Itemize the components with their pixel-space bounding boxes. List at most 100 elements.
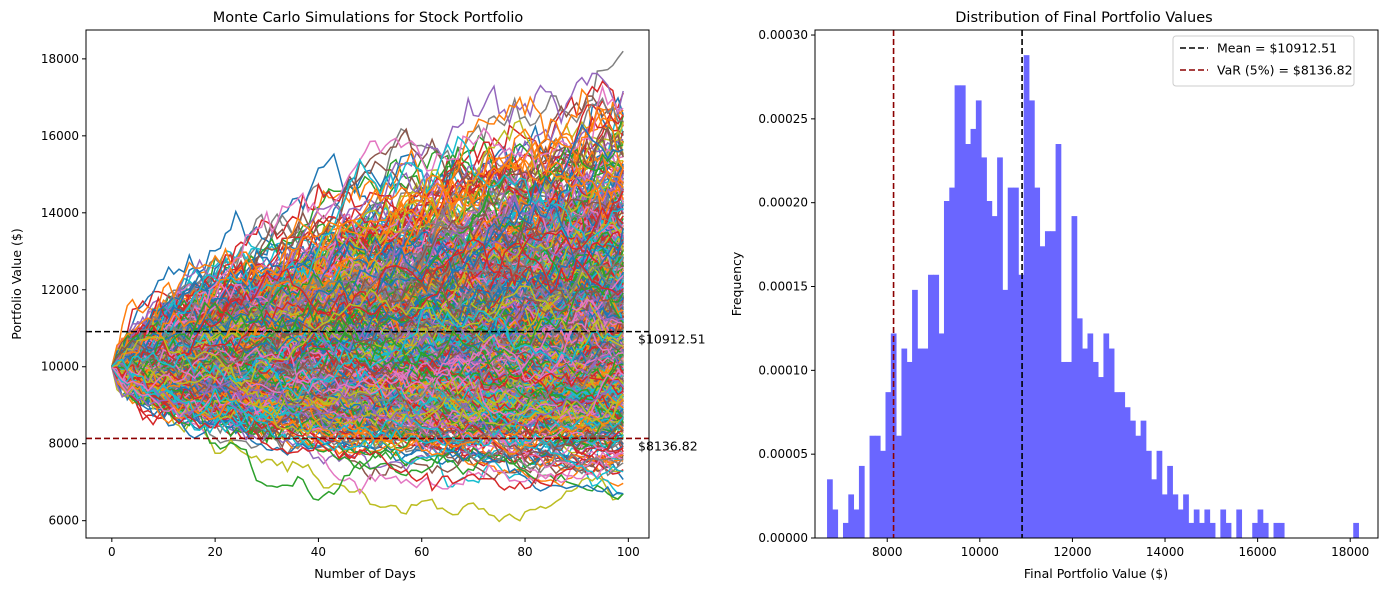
legend-box: [1172, 35, 1355, 87]
var-value-label: $8136.82: [638, 438, 698, 453]
y-tick-label: 0.00000: [758, 531, 808, 545]
x-tick-label: 8000: [872, 545, 903, 559]
histogram-bar: [1199, 522, 1205, 538]
simulation-line: [111, 198, 624, 398]
plot-frame: [85, 29, 650, 539]
x-axis-ticks: 8000 10000 12000 14000 16000 18000: [872, 538, 1369, 559]
y-axis-label: Frequency: [729, 251, 744, 316]
histogram-bar: [1076, 318, 1083, 538]
histogram-bar: [970, 128, 977, 539]
x-tick-label: 16000: [1239, 545, 1277, 559]
simulation-line: [111, 363, 624, 492]
chart-title: Distribution of Final Portfolio Values: [955, 10, 1212, 26]
simulation-line: [111, 306, 624, 400]
histogram-chart: Distribution of Final Portfolio Values 8…: [729, 10, 1379, 581]
histogram-bar: [1114, 392, 1120, 538]
histogram-bar: [1124, 407, 1131, 538]
histogram-bar: [1130, 420, 1136, 538]
histogram-bar: [842, 522, 849, 538]
histogram-bar: [1172, 494, 1179, 538]
histogram-bar: [997, 157, 1003, 539]
simulation-lines: [111, 50, 624, 523]
histogram-bar: [827, 479, 833, 538]
histogram-bar: [986, 201, 993, 538]
x-tick-label: 18000: [1331, 545, 1369, 559]
histogram-bar: [991, 216, 998, 538]
histogram-bar: [1055, 144, 1062, 538]
y-tick-label: 0.00030: [758, 28, 808, 42]
histogram-bar: [1034, 187, 1041, 538]
y-tick-label: 18000: [41, 52, 79, 66]
y-tick-label: 14000: [41, 206, 79, 220]
simulation-line: [111, 254, 624, 368]
histogram-bar: [981, 157, 987, 539]
histogram-bar: [1044, 231, 1051, 538]
histogram-bar: [1050, 231, 1056, 538]
simulation-line: [111, 283, 624, 376]
histogram-bar: [1177, 509, 1184, 538]
histogram-bar: [1204, 509, 1211, 538]
simulation-line: [111, 84, 624, 377]
histogram-bar: [1145, 450, 1152, 538]
histogram-bar: [880, 450, 886, 538]
histogram-bar: [1103, 333, 1110, 538]
reference-lines: $10912.51 $8136.82: [86, 330, 706, 453]
mean-value-label: $10912.51: [638, 332, 706, 347]
histogram-bar: [1066, 361, 1072, 538]
histogram-bar: [1167, 465, 1173, 538]
simulation-line: [111, 262, 624, 382]
histogram-bar: [1071, 216, 1078, 538]
x-tick-label: 40: [311, 545, 326, 559]
histogram-bar: [965, 144, 971, 538]
x-axis-label: Number of Days: [314, 566, 415, 581]
simulation-line: [111, 265, 624, 377]
legend: Mean = $10912.51 VaR (5%) = $8136.82: [1172, 35, 1355, 87]
legend-label: VaR (5%) = $8136.82: [1217, 63, 1353, 78]
simulation-line: [111, 285, 624, 385]
y-tick-label: 0.00005: [758, 447, 808, 461]
simulation-line: [111, 246, 624, 378]
histogram-bar: [832, 509, 839, 538]
simulation-line: [111, 348, 624, 420]
histogram-bar: [1087, 333, 1094, 538]
y-tick-label: 0.00025: [758, 112, 808, 126]
y-tick-label: 12000: [41, 283, 79, 297]
simulation-chart: Monte Carlo Simulations for Stock Portfo…: [9, 10, 706, 581]
histogram-bar: [874, 435, 881, 538]
histogram-bar: [938, 333, 945, 538]
histogram-bar: [1060, 361, 1067, 538]
histogram-bar: [1039, 246, 1046, 538]
histogram-bar: [922, 348, 929, 538]
y-axis-label: Portfolio Value ($): [9, 228, 24, 339]
histogram-bar: [1262, 522, 1269, 538]
simulation-line: [111, 333, 624, 394]
histogram-bar: [1220, 509, 1227, 538]
histogram-bar: [1092, 361, 1099, 538]
x-tick-label: 80: [517, 545, 532, 559]
y-tick-label: 0.00015: [758, 280, 808, 294]
simulation-line: [111, 342, 624, 462]
histogram-bar: [1119, 392, 1126, 538]
histogram-bar: [1183, 494, 1189, 538]
histogram-bar: [1225, 522, 1232, 538]
x-tick-label: 10000: [961, 545, 999, 559]
histogram-bar: [1018, 274, 1025, 538]
y-axis-ticks: 0.00000 0.00005 0.00010 0.00015 0.00020 0.000…: [758, 28, 815, 545]
histogram-bar: [1193, 509, 1200, 538]
histogram-bar: [928, 274, 934, 538]
simulation-line: [111, 190, 624, 388]
histogram-bar: [901, 348, 908, 538]
x-axis-label: Final Portfolio Value ($): [1024, 566, 1168, 581]
y-tick-label: 16000: [41, 129, 79, 143]
y-tick-label: 0.00020: [758, 196, 808, 210]
histogram-bar: [858, 465, 865, 538]
histogram-bar: [1257, 509, 1264, 538]
simulation-line: [111, 95, 624, 367]
histogram-bar: [959, 85, 966, 538]
simulation-line: [111, 135, 624, 368]
simulation-line: [111, 360, 624, 436]
legend-label: Mean = $10912.51: [1217, 41, 1337, 56]
histogram-bar: [1151, 479, 1157, 538]
histogram-bar: [1023, 55, 1030, 539]
histogram-bar: [1252, 522, 1258, 538]
